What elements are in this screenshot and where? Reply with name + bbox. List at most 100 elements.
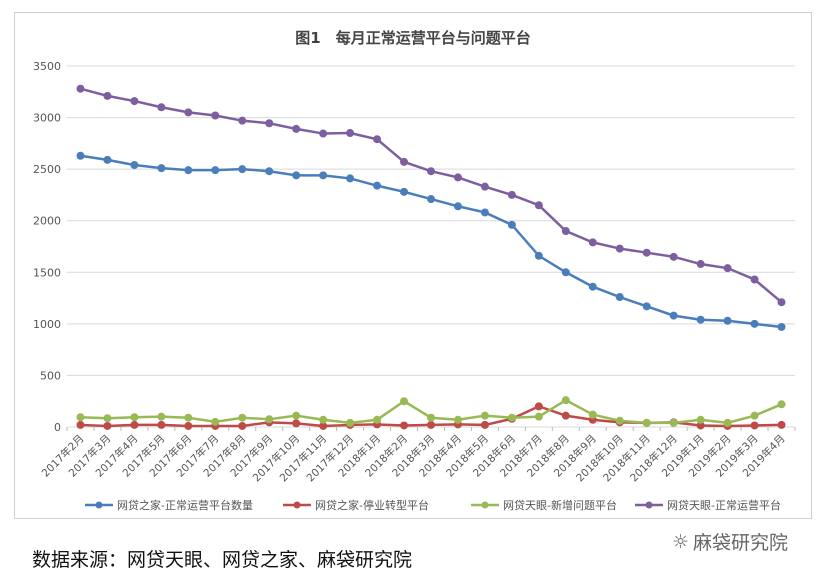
- data-point: [561, 227, 570, 236]
- data-point: [130, 161, 139, 170]
- data-point: [130, 97, 139, 106]
- data-point: [130, 420, 139, 429]
- data-point: [319, 129, 328, 138]
- legend-marker: [481, 501, 489, 509]
- data-point: [723, 418, 732, 427]
- watermark-text: 麻袋研究院: [693, 532, 789, 554]
- y-tick-label: 3000: [33, 112, 61, 125]
- watermark: ☼ 麻袋研究院: [672, 528, 788, 555]
- data-point: [777, 420, 786, 429]
- data-point: [750, 421, 759, 430]
- data-point: [292, 411, 301, 420]
- data-point: [777, 400, 786, 409]
- chart-frame: 图1 每月正常运营平台与问题平台 0 500 1000 1500 2000 2500 3000…: [14, 12, 812, 519]
- data-point: [561, 268, 570, 277]
- data-point: [292, 419, 301, 428]
- data-point: [103, 91, 112, 100]
- y-tick-label: 2000: [33, 215, 61, 228]
- legend-label: 网贷之家-停业转型平台: [315, 498, 429, 512]
- data-point: [103, 414, 112, 423]
- data-point: [480, 182, 489, 191]
- y-tick-label: 1000: [33, 318, 61, 331]
- data-point: [696, 315, 705, 324]
- data-point: [507, 190, 516, 199]
- data-point: [211, 417, 220, 426]
- data-point: [669, 311, 678, 320]
- data-point: [480, 411, 489, 420]
- data-point: [480, 208, 489, 217]
- data-point: [427, 195, 435, 204]
- data-point: [76, 413, 85, 422]
- data-point: [211, 111, 220, 120]
- data-point: [400, 157, 409, 166]
- data-point: [103, 155, 112, 164]
- data-point: [319, 171, 328, 180]
- data-point: [265, 119, 274, 128]
- data-point: [238, 413, 247, 422]
- data-point: [265, 415, 274, 424]
- data-point: [184, 421, 193, 430]
- data-point: [292, 171, 301, 180]
- data-point: [427, 413, 435, 422]
- data-point: [750, 319, 759, 328]
- data-point: [400, 187, 409, 196]
- data-point: [588, 410, 597, 419]
- legend-label: 网贷之家-正常运营平台数量: [117, 498, 253, 512]
- data-point: [723, 316, 732, 325]
- data-point: [373, 181, 382, 190]
- data-point: [427, 420, 435, 429]
- data-point: [750, 411, 759, 420]
- data-point: [453, 173, 462, 182]
- y-tick-label: 0: [54, 421, 61, 434]
- data-point: [534, 201, 543, 210]
- series-line-0: [80, 154, 782, 329]
- data-point: [292, 124, 301, 133]
- y-tick-label: 500: [40, 369, 61, 382]
- legend-label: 网贷天眼-正常运营平台: [667, 498, 781, 512]
- data-point: [211, 166, 220, 175]
- data-point: [238, 165, 247, 174]
- data-point: [507, 220, 516, 229]
- data-point: [157, 164, 166, 173]
- data-point: [615, 293, 624, 302]
- data-point: [696, 415, 705, 424]
- data-point: [184, 108, 193, 117]
- y-tick-label: 2500: [33, 163, 61, 176]
- data-point: [777, 298, 786, 307]
- data-point: [723, 264, 732, 273]
- legend-label: 网贷天眼-新增问题平台: [503, 498, 617, 512]
- line-chart: 图1 每月正常运营平台与问题平台 0 500 1000 1500 2000 2500 3000…: [33, 29, 796, 512]
- data-point: [615, 416, 624, 425]
- data-point: [184, 413, 193, 422]
- data-point: [157, 103, 166, 112]
- data-point: [642, 418, 651, 427]
- data-point: [615, 244, 624, 253]
- data-point: [642, 248, 651, 257]
- data-point: [750, 275, 759, 284]
- data-point: [642, 302, 651, 311]
- data-point: [507, 413, 516, 422]
- data-point: [184, 166, 193, 175]
- data-point: [561, 396, 570, 405]
- data-point: [400, 397, 409, 406]
- legend-marker: [293, 501, 301, 509]
- data-point: [480, 420, 489, 429]
- data-point: [669, 252, 678, 261]
- data-point: [76, 151, 85, 160]
- data-point: [76, 420, 85, 429]
- data-point: [373, 415, 382, 424]
- data-point: [400, 421, 409, 430]
- data-point: [238, 116, 247, 125]
- data-point: [561, 411, 570, 420]
- data-point: [669, 418, 678, 427]
- data-point: [534, 412, 543, 421]
- data-point: [534, 251, 543, 260]
- data-point: [103, 421, 112, 430]
- data-point: [346, 418, 355, 427]
- data-point: [238, 421, 247, 430]
- data-point: [453, 415, 462, 424]
- wechat-icon: ☼: [672, 530, 690, 553]
- data-point: [373, 135, 382, 144]
- data-point: [346, 174, 355, 183]
- legend-marker: [95, 501, 103, 509]
